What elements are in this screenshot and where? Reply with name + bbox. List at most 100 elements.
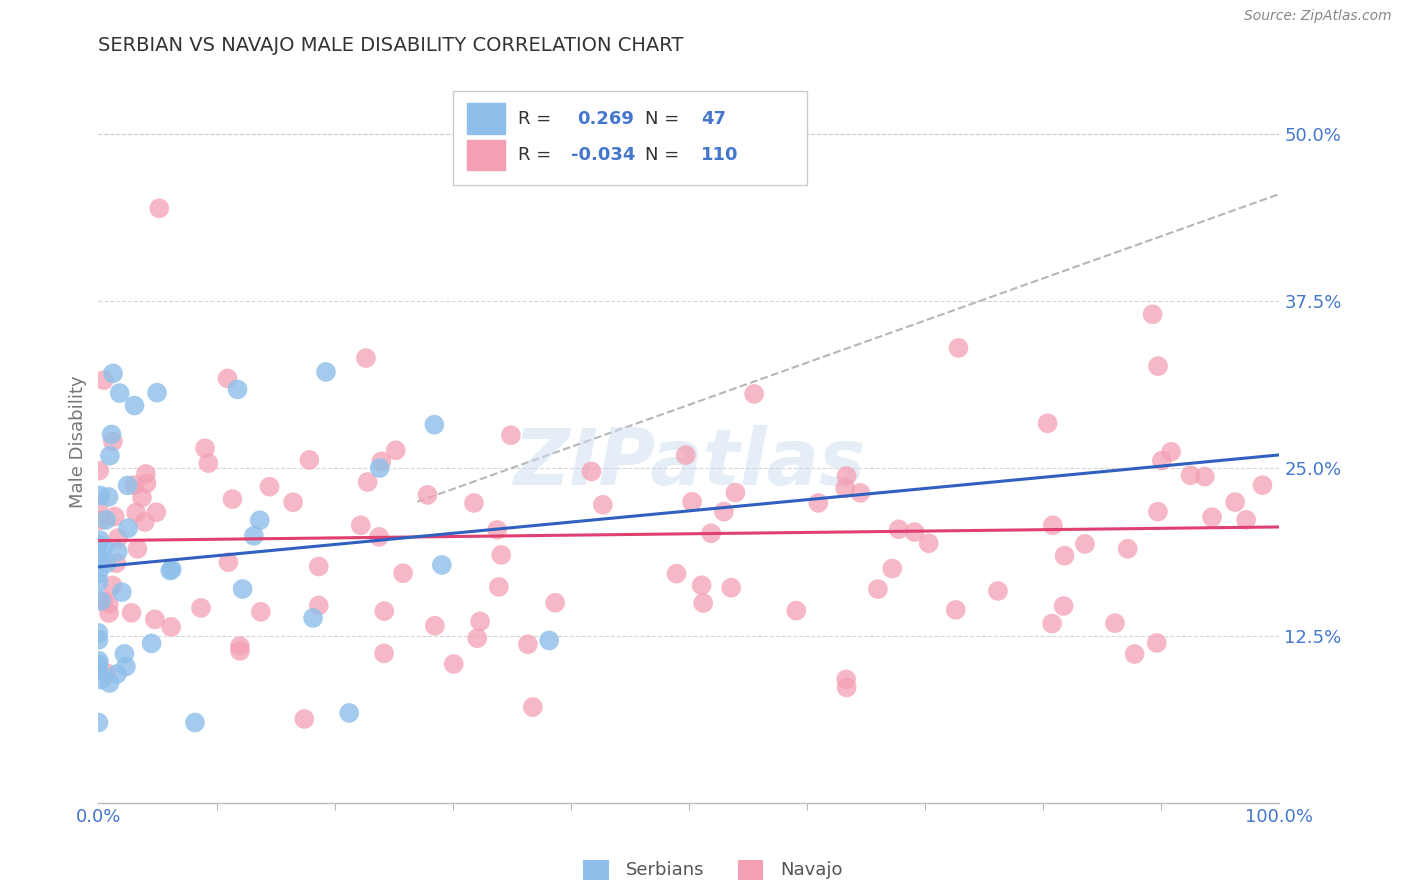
Point xyxy=(1036,416,1059,430)
Point xyxy=(1194,469,1216,483)
Point xyxy=(101,434,124,449)
Point xyxy=(835,673,858,687)
Point xyxy=(918,536,941,550)
Point xyxy=(250,605,273,619)
Point xyxy=(337,706,360,720)
Point xyxy=(370,454,392,468)
Point xyxy=(259,480,281,494)
Point xyxy=(87,566,110,581)
Point xyxy=(146,385,169,400)
FancyBboxPatch shape xyxy=(467,103,505,134)
Point xyxy=(100,427,122,442)
Point xyxy=(835,469,858,483)
Point xyxy=(90,673,112,687)
Point xyxy=(89,464,111,478)
Point xyxy=(93,541,115,555)
Point xyxy=(1146,636,1168,650)
Point xyxy=(98,449,121,463)
Point xyxy=(681,495,703,509)
Point xyxy=(112,647,135,661)
Point xyxy=(115,659,138,673)
Point xyxy=(96,557,118,571)
Point xyxy=(91,594,114,608)
Point xyxy=(194,442,217,456)
Point xyxy=(131,491,153,505)
Point xyxy=(581,465,603,479)
Point xyxy=(96,666,118,681)
Point xyxy=(190,601,212,615)
Point xyxy=(160,620,183,634)
Point xyxy=(1052,599,1074,613)
Point xyxy=(87,715,110,730)
Text: R =: R = xyxy=(517,110,557,128)
Point xyxy=(350,518,373,533)
Point xyxy=(101,578,124,592)
Point xyxy=(87,654,110,668)
Point xyxy=(354,351,377,365)
Point xyxy=(544,596,567,610)
Point xyxy=(98,676,121,690)
Point xyxy=(368,530,391,544)
Point xyxy=(423,417,446,432)
Point xyxy=(1104,616,1126,631)
Text: Source: ZipAtlas.com: Source: ZipAtlas.com xyxy=(1244,9,1392,23)
Point xyxy=(184,715,207,730)
Y-axis label: Male Disability: Male Disability xyxy=(69,376,87,508)
Point xyxy=(243,529,266,543)
Point xyxy=(104,509,127,524)
Point xyxy=(308,559,330,574)
Point xyxy=(1053,549,1076,563)
Point xyxy=(87,538,110,552)
Point xyxy=(87,632,110,647)
Point xyxy=(1142,307,1164,321)
Text: N =: N = xyxy=(645,110,685,128)
Point xyxy=(742,387,765,401)
Point xyxy=(97,597,120,611)
Point xyxy=(308,599,330,613)
Point xyxy=(690,578,713,592)
Point xyxy=(87,625,110,640)
Point xyxy=(1234,513,1257,527)
Text: 0.269: 0.269 xyxy=(576,110,634,128)
Text: N =: N = xyxy=(645,145,685,164)
Point xyxy=(226,383,249,397)
Point xyxy=(499,428,522,442)
Point xyxy=(945,603,967,617)
Point xyxy=(1074,537,1097,551)
Point xyxy=(107,531,129,545)
Point xyxy=(489,548,512,562)
Point xyxy=(124,399,146,413)
Point xyxy=(416,488,439,502)
Point xyxy=(785,604,807,618)
Point xyxy=(93,373,115,387)
Point xyxy=(368,461,391,475)
Point xyxy=(1123,647,1146,661)
Point xyxy=(423,618,446,632)
Point xyxy=(463,496,485,510)
Point xyxy=(145,505,167,519)
Point xyxy=(675,448,697,462)
Point xyxy=(1147,359,1170,373)
Point xyxy=(700,526,723,541)
Point xyxy=(356,475,378,489)
Point xyxy=(160,562,183,576)
Point xyxy=(1042,518,1064,533)
Point xyxy=(127,541,149,556)
Point xyxy=(117,521,139,535)
Point xyxy=(197,456,219,470)
Point xyxy=(292,712,315,726)
Text: ZIPatlas: ZIPatlas xyxy=(513,425,865,501)
Point xyxy=(111,585,134,599)
Text: SERBIAN VS NAVAJO MALE DISABILITY CORRELATION CHART: SERBIAN VS NAVAJO MALE DISABILITY CORREL… xyxy=(98,36,683,54)
Point xyxy=(87,657,110,672)
Point xyxy=(592,498,614,512)
Point xyxy=(148,202,170,216)
Point xyxy=(105,556,128,570)
Point xyxy=(903,524,925,539)
Point xyxy=(107,544,129,558)
Point xyxy=(159,564,181,578)
Point xyxy=(516,637,538,651)
Point xyxy=(1147,505,1170,519)
Point xyxy=(232,582,254,596)
Point xyxy=(108,386,131,401)
